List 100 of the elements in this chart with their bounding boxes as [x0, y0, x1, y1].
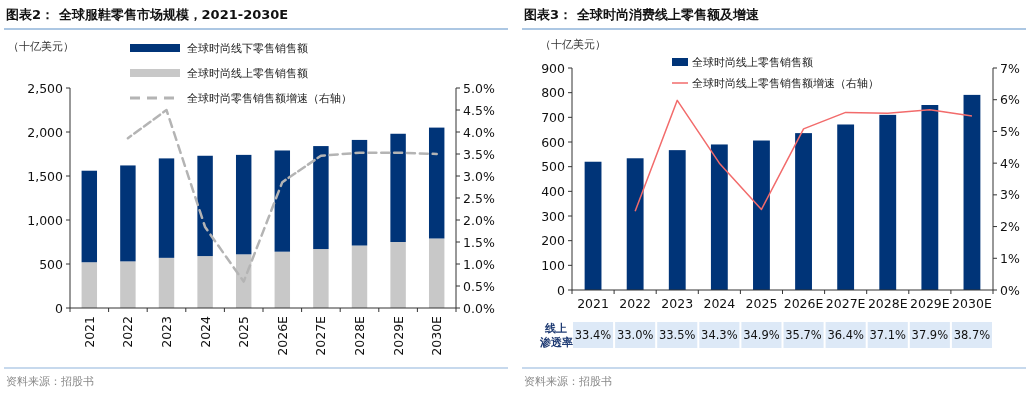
y-tick-label: 800 [541, 85, 566, 101]
y-tick-label: 0 [55, 300, 64, 316]
y2-tick-label: 4% [1000, 155, 1020, 171]
x-tick-label: 2026E [783, 296, 824, 311]
text: 37.1% [869, 328, 907, 342]
y2-tick-label: 4.0% [463, 124, 495, 140]
y2-tick-label: 4.5% [463, 102, 495, 118]
y-tick-label: 500 [541, 159, 566, 175]
x-tick-label: 2022 [120, 316, 136, 348]
y-tick-label: 600 [541, 134, 566, 150]
bar [274, 251, 291, 308]
bar [837, 124, 855, 290]
y-tick-label: 1,500 [27, 168, 64, 184]
y-tick-label: 1,000 [27, 212, 64, 228]
bar [626, 158, 644, 290]
y2-tick-label: 6% [1000, 92, 1020, 108]
text: 36.4% [827, 328, 864, 342]
y-tick-label: 300 [541, 208, 566, 224]
legend-label: 全球时尚线上零售销售额增速（右轴） [692, 77, 879, 90]
bar [351, 245, 368, 308]
y2-tick-label: 7% [1000, 60, 1020, 76]
bar [390, 133, 406, 242]
y-tick-label: 400 [541, 183, 566, 199]
bar [390, 242, 406, 308]
text: 资料来源：招股书 [524, 375, 612, 388]
bar [313, 249, 329, 308]
line-series [126, 108, 438, 283]
x-tick-label: 2030E [952, 296, 992, 311]
bar [963, 94, 981, 290]
y-tick-label: 500 [39, 256, 64, 272]
bar [235, 154, 252, 255]
bar [879, 114, 897, 290]
y2-tick-label: 3.5% [463, 146, 495, 162]
y-tick-label: 0 [557, 282, 566, 298]
legend-label: 全球时尚线上零售销售额 [187, 67, 308, 80]
x-tick-label: 2023 [159, 316, 174, 348]
bar [584, 161, 602, 290]
bar [428, 238, 445, 308]
bar [351, 139, 368, 246]
text: 33.0% [616, 328, 654, 342]
x-tick-label: 2029E [909, 296, 950, 311]
y-axis-title: （十亿美元） [540, 38, 606, 51]
x-tick-label: 2028E [352, 315, 367, 356]
y2-tick-label: 1.0% [463, 256, 495, 272]
x-tick-label: 2021 [577, 296, 609, 311]
chart-title: 图表3： 全球时尚消费线上零售额及增速 [524, 7, 760, 22]
y2-tick-label: 5% [1000, 123, 1020, 139]
y-tick-label: 700 [541, 109, 566, 125]
legend-label: 全球时尚线上零售销售额 [692, 56, 813, 69]
bar [921, 105, 939, 290]
text: 33.4% [574, 328, 612, 342]
bar [668, 150, 686, 290]
y2-tick-label: 0.0% [463, 300, 495, 316]
x-tick-label: 2024 [703, 296, 736, 311]
x-tick-label: 2022 [619, 296, 652, 311]
bar [120, 261, 136, 308]
bar [274, 150, 291, 252]
text: 资料来源：招股书 [6, 375, 94, 388]
y2-tick-label: 3.0% [463, 168, 495, 184]
x-tick-label: 2027E [313, 315, 329, 356]
text: 线上渗透率 [538, 322, 573, 348]
x-tick-label: 2030E [429, 315, 445, 356]
bar [795, 133, 812, 290]
chart-title: 图表2： 全球服鞋零售市场规模，2021-2030E [6, 7, 289, 22]
y2-tick-label: 2.0% [463, 212, 495, 228]
x-tick-label: 2029E [390, 315, 406, 356]
bar [313, 146, 329, 250]
text: 38.7% [953, 328, 991, 342]
y2-tick-label: 1.5% [463, 234, 495, 250]
bar [120, 165, 136, 262]
x-tick-label: 2024 [197, 315, 213, 348]
y2-tick-label: 0.5% [463, 278, 495, 294]
x-tick-label: 2027E [825, 296, 866, 311]
bar [158, 257, 175, 308]
y-tick-label: 2,000 [27, 124, 64, 140]
legend-label: 全球时尚线下零售销售额 [187, 42, 308, 55]
y-axis-title: （十亿美元） [8, 40, 74, 53]
y2-tick-label: 2.5% [463, 190, 495, 206]
bar [158, 158, 175, 258]
bar [197, 155, 213, 257]
text: 35.7% [785, 328, 822, 342]
y2-tick-label: 2% [1000, 219, 1020, 235]
x-tick-label: 2025 [745, 296, 778, 311]
line-series [634, 99, 973, 213]
y-tick-label: 200 [541, 233, 566, 249]
text: 34.9% [743, 328, 780, 342]
bar [428, 127, 445, 239]
y2-tick-label: 1% [1000, 250, 1020, 266]
x-tick-label: 2028E [867, 296, 908, 311]
y2-tick-label: 3% [1000, 187, 1020, 203]
y2-tick-label: 0% [1000, 282, 1020, 298]
bar [197, 256, 213, 308]
x-tick-label: 2023 [661, 296, 694, 311]
x-tick-label: 2021 [81, 316, 97, 348]
legend-label: 全球时尚零售销售额增速（右轴） [187, 92, 352, 105]
text: 33.5% [658, 328, 696, 342]
y-tick-label: 100 [541, 257, 566, 273]
y2-tick-label: 5.0% [463, 80, 495, 96]
y-tick-label: 900 [541, 60, 566, 76]
bar [81, 262, 98, 308]
